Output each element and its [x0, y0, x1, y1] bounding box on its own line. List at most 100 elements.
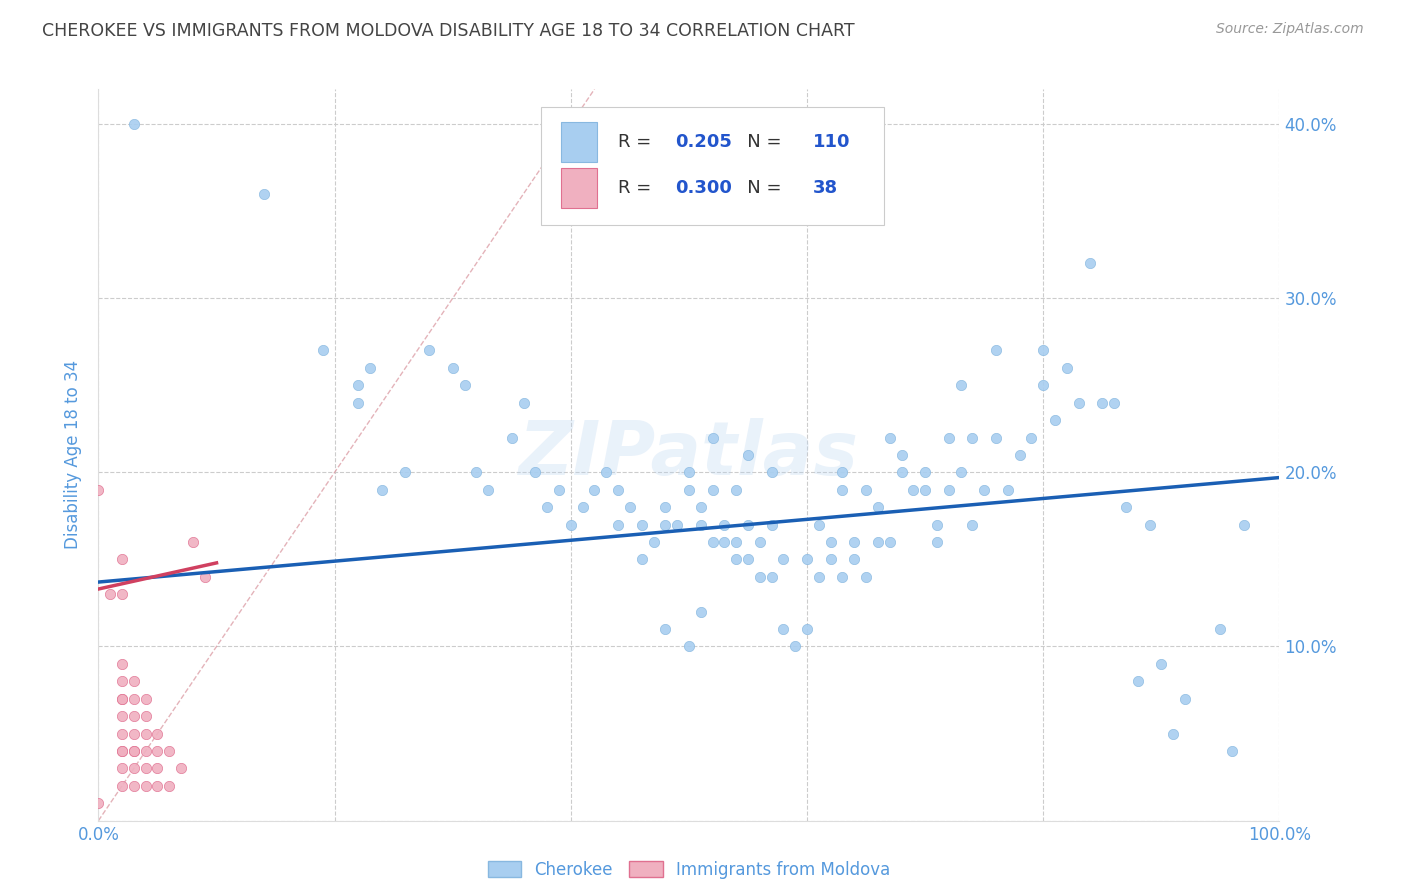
Point [571, 500, 593, 515]
Point [962, 430, 984, 444]
Point [122, 709, 145, 723]
Point [1161, 726, 1184, 740]
Y-axis label: Disability Age 18 to 34: Disability Age 18 to 34 [65, 360, 83, 549]
Point [997, 483, 1019, 497]
Point [253, 186, 276, 201]
Point [725, 535, 748, 549]
Point [135, 691, 157, 706]
Point [87, 483, 110, 497]
Point [453, 378, 475, 392]
Text: R =: R = [619, 179, 657, 197]
Point [938, 430, 960, 444]
Point [678, 483, 700, 497]
Point [737, 448, 759, 462]
Point [135, 761, 157, 775]
Point [772, 622, 794, 636]
Point [512, 395, 534, 409]
Point [111, 674, 134, 689]
Point [1067, 395, 1090, 409]
Point [1080, 256, 1102, 270]
Point [135, 709, 157, 723]
Point [630, 517, 652, 532]
Point [925, 535, 948, 549]
Point [607, 483, 630, 497]
Point [725, 552, 748, 566]
Point [122, 744, 145, 758]
Point [111, 587, 134, 601]
Point [666, 517, 689, 532]
Point [737, 552, 759, 566]
Point [1115, 500, 1137, 515]
Point [807, 570, 830, 584]
Text: 38: 38 [813, 179, 838, 197]
Point [111, 744, 134, 758]
Point [157, 779, 180, 793]
Point [831, 483, 853, 497]
Point [713, 535, 735, 549]
Text: 0.205: 0.205 [675, 133, 731, 151]
Point [914, 466, 936, 480]
Bar [561, 168, 596, 208]
Point [796, 552, 818, 566]
Point [1032, 378, 1054, 392]
Point [984, 343, 1007, 358]
Point [111, 552, 134, 566]
Point [1220, 744, 1243, 758]
Point [122, 117, 145, 131]
Point [122, 744, 145, 758]
Text: 0.300: 0.300 [675, 179, 731, 197]
Point [1150, 657, 1173, 671]
Point [962, 517, 984, 532]
Point [831, 570, 853, 584]
Point [925, 517, 948, 532]
Point [654, 622, 676, 636]
Point [157, 744, 180, 758]
Text: N =: N = [730, 179, 787, 197]
Point [1174, 691, 1197, 706]
Point [702, 483, 724, 497]
Point [111, 709, 134, 723]
Point [135, 726, 157, 740]
Point [903, 483, 925, 497]
Point [879, 535, 901, 549]
Point [607, 517, 630, 532]
Point [702, 430, 724, 444]
Point [501, 430, 523, 444]
Point [643, 535, 665, 549]
Point [1008, 448, 1031, 462]
Point [418, 343, 440, 358]
FancyBboxPatch shape [541, 108, 884, 225]
Point [111, 779, 134, 793]
Point [135, 779, 157, 793]
Point [938, 483, 960, 497]
Point [595, 466, 617, 480]
Point [725, 483, 748, 497]
Point [122, 691, 145, 706]
Point [146, 761, 169, 775]
Point [866, 500, 889, 515]
Point [855, 570, 877, 584]
Text: R =: R = [619, 133, 657, 151]
Text: ZIPatlas: ZIPatlas [519, 418, 859, 491]
Point [689, 500, 711, 515]
Point [524, 466, 547, 480]
Point [949, 378, 972, 392]
Point [785, 640, 807, 654]
Point [866, 535, 889, 549]
Point [465, 466, 488, 480]
Point [1056, 360, 1078, 375]
Point [796, 622, 818, 636]
Point [761, 570, 783, 584]
Point [630, 552, 652, 566]
Point [1032, 343, 1054, 358]
Point [560, 517, 582, 532]
Point [654, 500, 676, 515]
Point [844, 535, 866, 549]
Point [761, 466, 783, 480]
Point [820, 552, 842, 566]
Point [737, 517, 759, 532]
Point [170, 761, 193, 775]
Point [583, 483, 606, 497]
Point [122, 674, 145, 689]
Point [312, 343, 335, 358]
